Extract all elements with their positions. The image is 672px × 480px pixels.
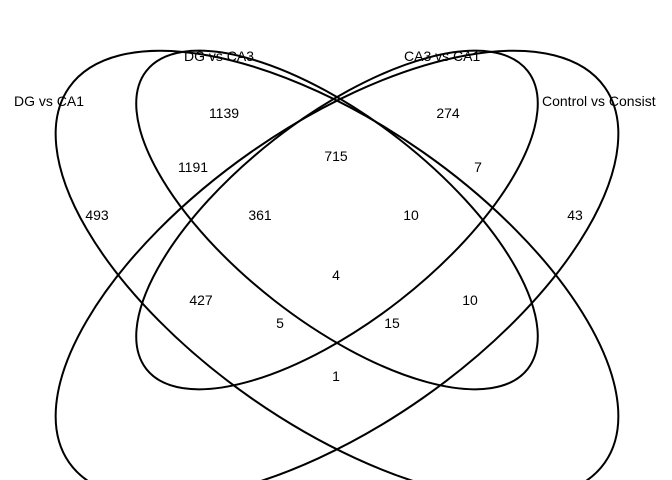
region-count-ab: 1191 xyxy=(178,159,208,175)
set-label-control-vs-consist: Control vs Consist xyxy=(542,93,656,109)
region-count-d-only: 43 xyxy=(567,207,583,223)
region-count-acd: 5 xyxy=(276,315,284,331)
region-count-abc: 361 xyxy=(248,207,272,223)
set-outline-dg-vs-ca3 xyxy=(135,49,539,391)
region-count-ac: 427 xyxy=(189,292,213,308)
region-count-bc: 715 xyxy=(324,148,348,164)
region-count-b-only: 1139 xyxy=(209,105,239,121)
region-count-abcd: 4 xyxy=(332,267,340,283)
set-label-dg-vs-ca3: DG vs CA3 xyxy=(184,48,254,64)
region-count-c-only: 274 xyxy=(436,105,460,121)
region-count-bd: 10 xyxy=(462,292,478,308)
set-outline-ca3-vs-ca1 xyxy=(135,49,539,391)
set-label-dg-vs-ca1: DG vs CA1 xyxy=(14,93,84,109)
set-label-ca3-vs-ca1: CA3 vs CA1 xyxy=(404,48,480,64)
region-count-a-only: 493 xyxy=(85,207,109,223)
region-count-bcd: 10 xyxy=(403,207,419,223)
region-count-ad: 1 xyxy=(332,368,340,384)
region-count-cd: 7 xyxy=(474,159,482,175)
region-count-abd: 15 xyxy=(384,315,400,331)
